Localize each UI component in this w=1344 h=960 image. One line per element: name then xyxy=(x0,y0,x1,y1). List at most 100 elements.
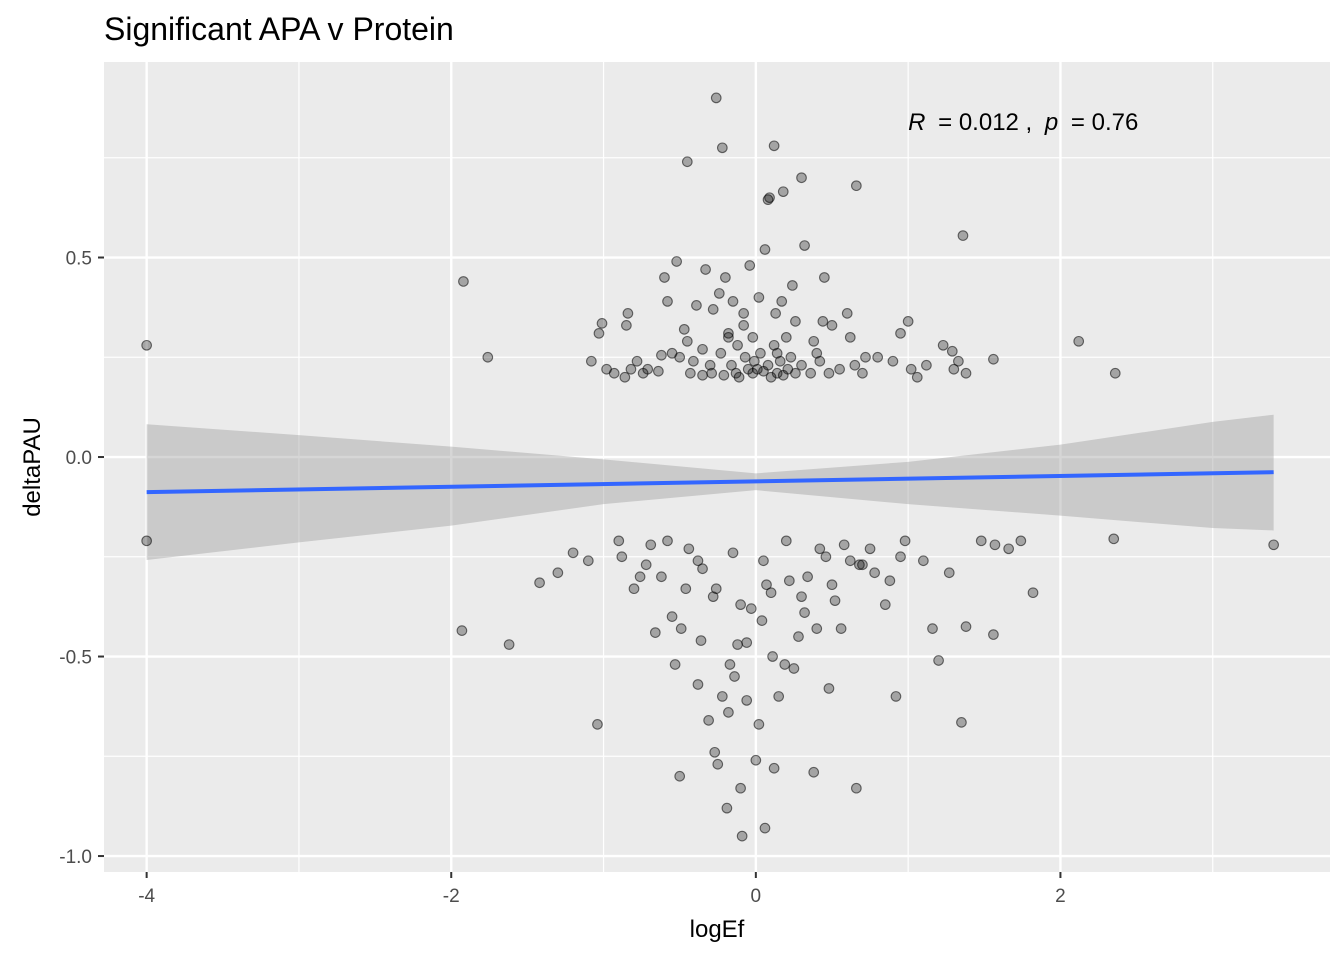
data-point xyxy=(732,639,743,650)
data-point xyxy=(771,347,783,359)
data-point xyxy=(890,691,902,702)
data-point xyxy=(141,535,152,547)
data-point xyxy=(953,355,964,367)
data-point xyxy=(779,659,791,670)
x-tick-label: 2 xyxy=(1055,886,1066,907)
data-point xyxy=(735,782,746,794)
data-point xyxy=(762,359,774,371)
data-point xyxy=(735,599,746,611)
data-point xyxy=(592,719,603,730)
data-point xyxy=(814,543,826,555)
data-point xyxy=(756,615,768,626)
data-point xyxy=(621,319,632,331)
data-point xyxy=(634,571,646,583)
x-tick-label: 0 xyxy=(751,886,762,907)
data-point xyxy=(785,351,797,363)
data-point xyxy=(808,766,820,778)
data-point xyxy=(692,555,704,567)
fit-line xyxy=(146,470,1274,495)
plot-panel xyxy=(104,62,1330,872)
data-point xyxy=(765,587,777,599)
data-point xyxy=(695,635,707,646)
data-point xyxy=(960,367,972,379)
data-point xyxy=(796,359,807,371)
data-point xyxy=(736,830,748,842)
data-point xyxy=(768,762,780,774)
data-point xyxy=(826,319,838,331)
data-point xyxy=(656,571,667,583)
data-point xyxy=(1109,367,1121,379)
data-point xyxy=(765,371,777,383)
data-point xyxy=(741,637,753,648)
data-point xyxy=(656,349,667,361)
data-point xyxy=(943,567,955,579)
data-point xyxy=(684,367,696,379)
data-point xyxy=(1108,533,1120,545)
data-point xyxy=(700,264,711,275)
data-point xyxy=(758,555,769,567)
data-point xyxy=(716,142,728,154)
data-point xyxy=(715,347,727,359)
data-point xyxy=(773,691,785,702)
data-point xyxy=(642,363,654,375)
data-point xyxy=(805,367,817,379)
data-point xyxy=(899,535,911,547)
chart-title: Significant APA v Protein xyxy=(104,11,454,47)
data-point xyxy=(724,659,736,670)
data-point xyxy=(956,717,967,728)
data-point xyxy=(857,559,868,571)
data-point xyxy=(721,802,733,814)
data-point xyxy=(927,623,938,634)
data-point xyxy=(723,327,734,339)
data-point xyxy=(697,563,708,575)
data-point xyxy=(586,355,597,367)
data-point xyxy=(817,316,829,327)
data-point xyxy=(582,555,594,567)
data-point xyxy=(851,180,862,192)
data-point xyxy=(713,288,725,299)
data-point xyxy=(688,355,699,367)
data-point xyxy=(738,319,750,331)
regression-line xyxy=(146,470,1274,495)
data-point xyxy=(771,367,783,379)
data-point xyxy=(710,92,722,104)
data-point xyxy=(738,308,750,319)
data-point xyxy=(659,272,670,283)
axes: -4 -2 0 2 0.5 0.0 -0.5 -1.0 xyxy=(59,249,1065,907)
data-point xyxy=(799,607,810,618)
data-point xyxy=(723,707,734,718)
data-point xyxy=(957,230,969,241)
data-point xyxy=(759,244,771,255)
data-point xyxy=(622,308,634,319)
data-point xyxy=(608,367,620,379)
data-point xyxy=(780,535,792,547)
data-point xyxy=(975,535,987,547)
data-point xyxy=(835,623,847,634)
data-point xyxy=(777,186,789,198)
data-point xyxy=(857,367,868,379)
data-point xyxy=(811,347,823,359)
data-point xyxy=(811,623,823,634)
data-point xyxy=(675,623,687,634)
data-point xyxy=(613,535,625,547)
data-point xyxy=(860,351,871,363)
data-point xyxy=(937,339,949,351)
data-points xyxy=(141,92,1279,842)
data-point xyxy=(790,367,801,379)
y-tick-label: -0.5 xyxy=(59,648,92,669)
data-point xyxy=(745,603,757,615)
data-point xyxy=(767,651,778,662)
grid-lines xyxy=(104,62,1330,872)
data-point xyxy=(141,339,152,351)
data-point xyxy=(1268,539,1279,551)
data-point xyxy=(753,292,765,303)
data-point xyxy=(631,355,643,367)
confidence-band-area xyxy=(146,414,1274,560)
data-point xyxy=(844,331,856,343)
data-point xyxy=(697,343,708,355)
data-point xyxy=(691,300,702,311)
data-point xyxy=(669,659,681,670)
p-value: = 0.76 xyxy=(1071,109,1138,136)
data-point xyxy=(759,822,771,834)
